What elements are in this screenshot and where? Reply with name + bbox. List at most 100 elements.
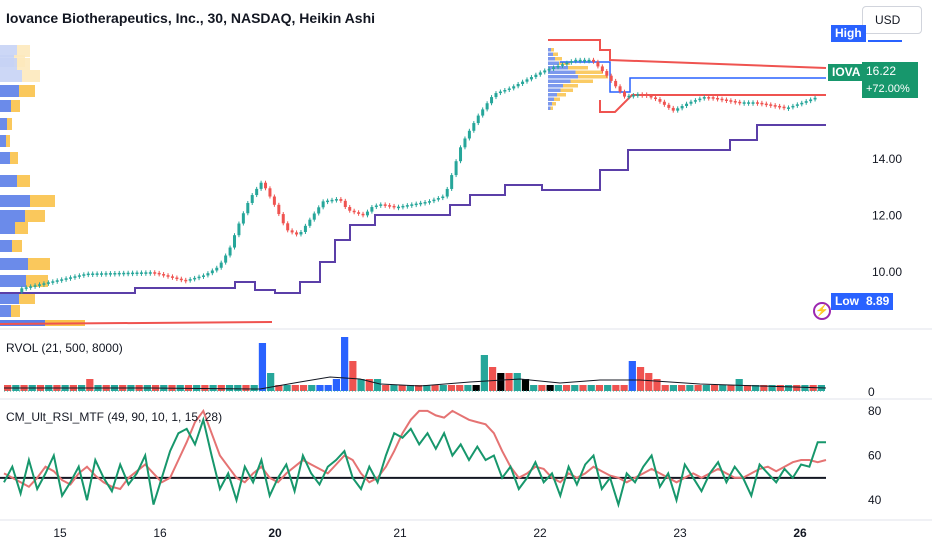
candle-body	[662, 101, 666, 105]
candle-body	[569, 61, 573, 63]
rvol-bar	[283, 385, 291, 391]
rvol-bar	[562, 385, 571, 391]
candle-body	[605, 71, 609, 76]
candle-body	[286, 223, 290, 231]
candle-body	[95, 273, 99, 275]
candle-body	[498, 91, 502, 94]
candle-body	[392, 205, 396, 208]
candle-body	[618, 86, 622, 92]
local-volume-profile-bar	[560, 88, 573, 92]
candle-body	[77, 275, 81, 277]
candle-body	[117, 272, 121, 275]
volume-profile-bar	[0, 152, 10, 164]
candle-body	[153, 272, 157, 274]
candle-body	[179, 278, 183, 281]
volume-profile-bar	[28, 258, 50, 270]
local-volume-profile-bar	[555, 57, 562, 61]
candle-body	[529, 77, 533, 80]
volume-profile-bar	[0, 210, 25, 222]
candle-body	[108, 273, 112, 275]
rvol-bar	[431, 385, 439, 391]
candle-body	[738, 101, 742, 104]
candle-body	[197, 276, 201, 279]
candle-body	[255, 188, 259, 196]
volume-profile-bar	[0, 292, 19, 304]
volume-profile-bar	[11, 100, 20, 112]
candle-body	[445, 188, 449, 197]
volume-profile-bar	[0, 58, 17, 70]
last-price-value: 16.22	[866, 64, 897, 78]
price-tick-label: 12.00	[872, 209, 902, 223]
rvol-bar	[760, 385, 768, 391]
currency-selector[interactable]: USD	[862, 6, 922, 34]
candle-body	[339, 199, 343, 201]
rvol-bar	[521, 379, 530, 391]
candle-body	[476, 115, 480, 124]
rvol-bar	[406, 385, 414, 391]
candle-body	[113, 273, 117, 275]
rvol-bar	[357, 379, 365, 391]
candle-body	[348, 207, 352, 211]
candle-body	[148, 272, 152, 274]
candle-body	[24, 287, 28, 289]
candle-body	[388, 205, 392, 207]
rvol-bar	[217, 385, 225, 391]
local-volume-profile-bar	[548, 97, 554, 101]
rvol-bar	[554, 385, 562, 391]
low-price-value: 8.89	[862, 293, 894, 310]
local-volume-profile-bar	[548, 84, 563, 88]
candle-body	[215, 267, 219, 271]
candle-body	[428, 201, 432, 203]
symbol-tag: IOVA	[828, 64, 865, 81]
rvol-bar	[587, 385, 595, 391]
candle-body	[556, 65, 560, 68]
local-volume-profile-bar	[548, 48, 551, 52]
candle-body	[463, 138, 467, 148]
candle-body	[241, 213, 245, 224]
rvol-bar	[694, 385, 702, 391]
rsi-tick-label: 40	[868, 493, 882, 507]
lightning-icon[interactable]: ⚡	[813, 302, 831, 320]
volume-profile-bar	[6, 135, 10, 147]
rvol-tick-label: 0	[868, 385, 875, 399]
local-volume-profile-bar	[570, 79, 593, 83]
time-tick-label: 20	[268, 526, 282, 540]
low-price-label: Low	[831, 293, 863, 310]
candle-body	[636, 94, 640, 96]
volume-profile-bar	[0, 118, 7, 130]
candle-body	[250, 195, 254, 203]
candle-body	[131, 272, 135, 275]
candle-body	[689, 101, 693, 104]
rvol-bar	[612, 385, 620, 391]
candle-body	[281, 214, 285, 224]
candle-body	[55, 280, 59, 282]
candle-body	[100, 273, 104, 275]
rvol-bar	[538, 385, 546, 391]
local-volume-profile-bar	[557, 93, 566, 97]
candle-body	[760, 102, 764, 105]
high-price-label: High	[831, 25, 866, 42]
time-tick-label: 22	[533, 526, 547, 540]
rvol-bar	[332, 379, 341, 391]
candle-body	[277, 204, 281, 215]
candle-body	[813, 97, 817, 100]
candle-body	[405, 205, 409, 207]
local-volume-profile-bar	[550, 106, 553, 110]
candle-body	[583, 59, 587, 62]
candle-body	[631, 95, 635, 97]
candle-body	[645, 94, 649, 96]
candle-body	[751, 102, 755, 104]
candle-body	[747, 102, 751, 104]
rsi-tick-label: 60	[868, 449, 882, 463]
volume-profile-bar	[0, 258, 28, 270]
local-volume-profile-bar	[551, 48, 554, 52]
volume-profile-bar	[0, 305, 11, 317]
candle-body	[139, 272, 143, 274]
candle-body	[219, 262, 223, 268]
rvol-bar	[365, 379, 373, 391]
rvol-bar	[472, 385, 480, 391]
candle-body	[521, 81, 525, 84]
rvol-bar	[480, 355, 488, 391]
rvol-bar	[291, 385, 299, 391]
candle-body	[702, 97, 706, 99]
